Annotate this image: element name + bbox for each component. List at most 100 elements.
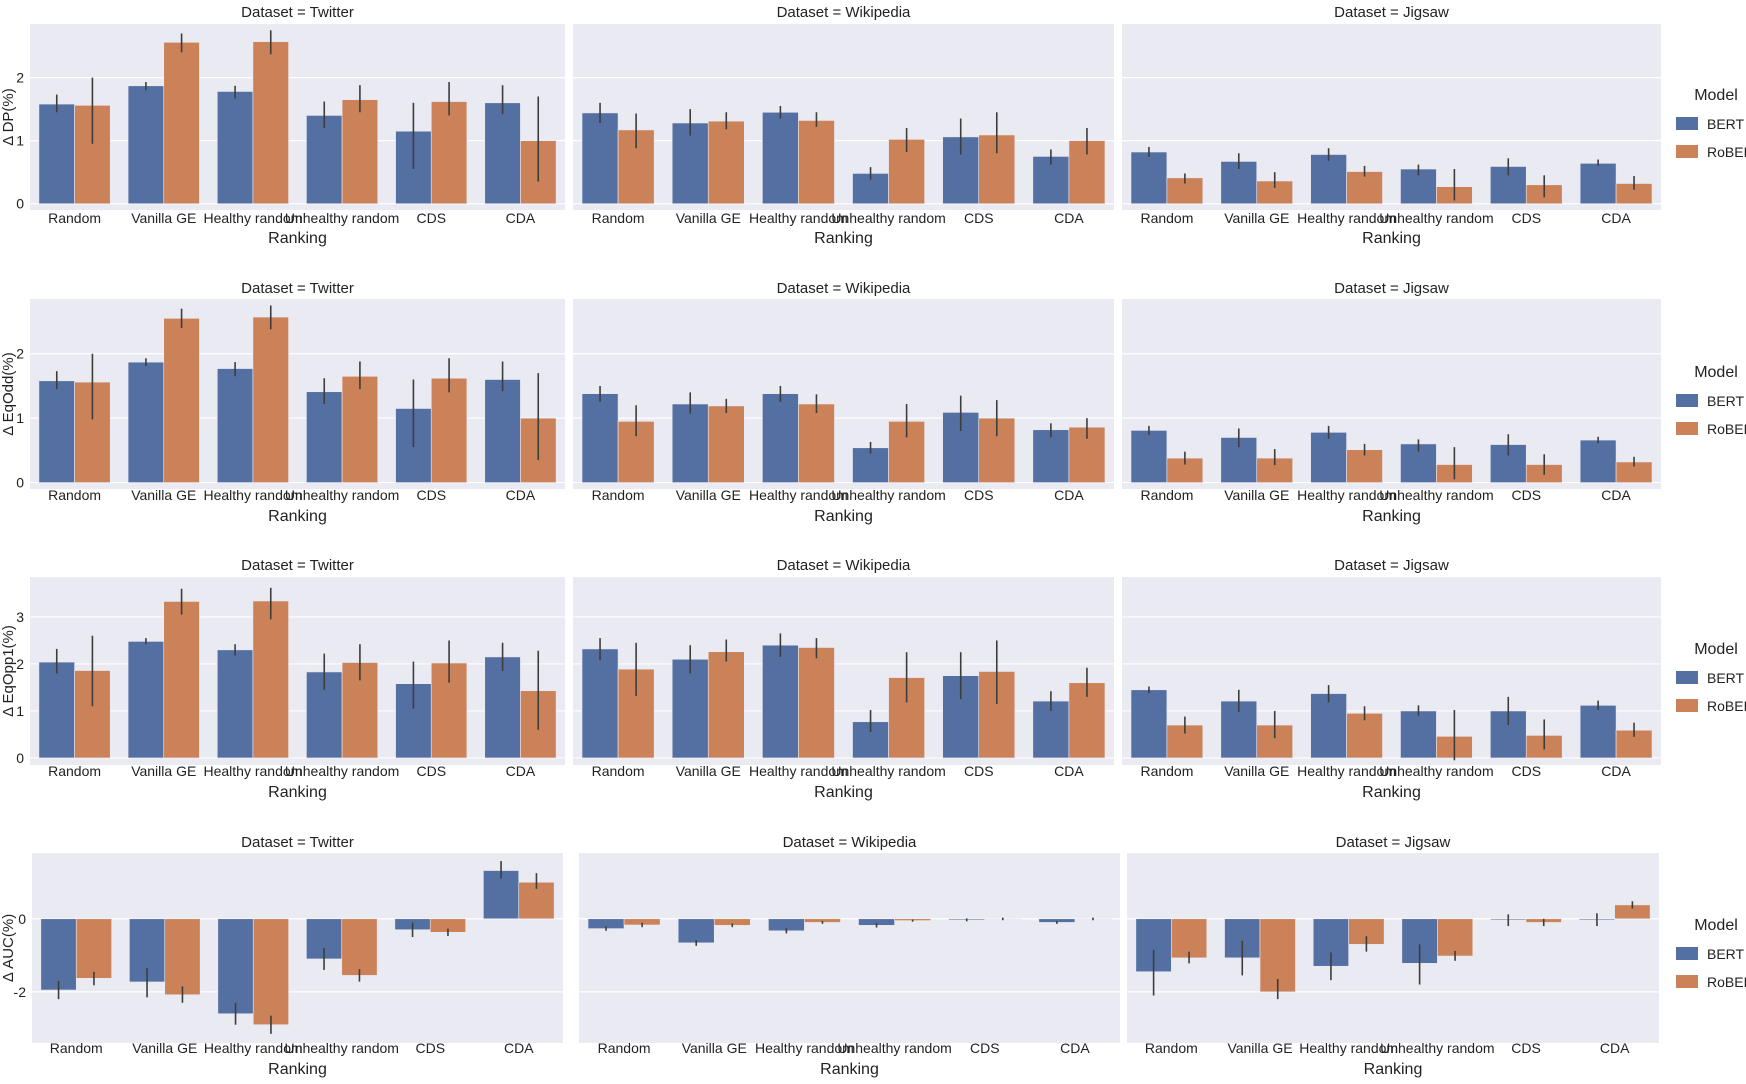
x-axis-label: Ranking <box>814 508 873 525</box>
facet-title: Dataset = Jigsaw <box>1334 4 1449 21</box>
x-axis-label: Ranking <box>268 230 327 247</box>
bar-jigsaw-unhealthy-random-roberta <box>1437 918 1474 957</box>
bar-jigsaw-random-roberta <box>1166 724 1204 759</box>
bar-wikipedia-healthy-random-bert <box>762 644 799 759</box>
bar-wikipedia-random-bert <box>581 393 619 483</box>
bar-jigsaw-cds-bert <box>1490 444 1527 483</box>
bar-twitter-unhealthy-random-bert <box>306 115 343 204</box>
x-axis-label: Ranking <box>268 508 327 525</box>
y-tick-label: 0 <box>16 750 24 766</box>
bar-wikipedia-vanilla-ge-roberta <box>707 120 745 204</box>
legend-title: Model <box>1694 641 1738 658</box>
x-tick-label: Unhealthy random <box>1379 487 1493 503</box>
x-tick-label: CDA <box>1601 763 1631 779</box>
bar-twitter-unhealthy-random-roberta <box>341 375 379 483</box>
x-tick-label: Unhealthy random <box>1380 1040 1494 1056</box>
x-axis-label: Ranking <box>1364 1061 1423 1078</box>
bar-wikipedia-vanilla-ge-bert <box>671 403 709 483</box>
bar-twitter-healthy-random-roberta <box>252 918 289 1026</box>
x-tick-label: Vanilla GE <box>1224 763 1289 779</box>
bar-jigsaw-cda-bert <box>1579 163 1617 204</box>
legend-swatch-bert <box>1676 394 1698 407</box>
y-tick-label: 1 <box>16 410 24 426</box>
bar-wikipedia-cda-bert <box>1032 429 1070 483</box>
panel-jigsaw-row-4 <box>1127 853 1659 1043</box>
y-tick-label: 2 <box>16 70 24 86</box>
bar-twitter-healthy-random-bert <box>216 368 254 483</box>
legend-label-roberta: RoBERTa <box>1707 144 1746 160</box>
facet-title: Dataset = Wikipedia <box>777 4 911 21</box>
bar-wikipedia-vanilla-ge-bert <box>671 658 709 759</box>
facet-title: Dataset = Twitter <box>241 280 354 297</box>
facet-title: Dataset = Wikipedia <box>777 557 911 574</box>
panel-twitter-row-3 <box>30 577 565 765</box>
x-tick-label: CDS <box>415 1040 445 1056</box>
x-tick-label: CDA <box>1054 210 1084 226</box>
bar-jigsaw-healthy-random-roberta <box>1346 712 1383 759</box>
panel-wikipedia-row-2 <box>573 299 1114 489</box>
x-tick-label: Vanilla GE <box>682 1040 747 1056</box>
x-tick-label: Healthy random <box>755 1040 854 1056</box>
bar-jigsaw-healthy-random-bert <box>1310 693 1347 759</box>
x-tick-label: Unhealthy random <box>285 210 399 226</box>
legend-label-bert: BERT <box>1707 670 1745 686</box>
bar-twitter-cda-bert <box>484 102 521 204</box>
x-tick-label: Healthy random <box>204 1040 303 1056</box>
x-tick-label: Vanilla GE <box>131 763 196 779</box>
x-tick-label: Healthy random <box>204 210 303 226</box>
panel-twitter-row-2 <box>30 299 565 489</box>
x-tick-label: Random <box>48 487 101 503</box>
legend-row-3: Model BERT RoBERTa <box>1676 641 1746 714</box>
x-tick-label: Random <box>592 210 645 226</box>
bar-wikipedia-vanilla-ge-roberta <box>707 405 745 483</box>
x-tick-label: Healthy random <box>1297 763 1396 779</box>
panel-background <box>579 853 1120 1043</box>
panel-twitter-row-1 <box>30 24 565 210</box>
panel-background <box>30 299 565 489</box>
x-tick-label: Vanilla GE <box>676 763 741 779</box>
facet-title: Dataset = Jigsaw <box>1336 834 1451 851</box>
bar-twitter-unhealthy-random-roberta <box>341 99 379 204</box>
facet-title: Dataset = Twitter <box>241 4 354 21</box>
bar-jigsaw-random-bert <box>1130 430 1168 483</box>
x-tick-label: Unhealthy random <box>285 763 399 779</box>
legend-label-roberta: RoBERTa <box>1707 421 1746 437</box>
x-axis-label: Ranking <box>1362 784 1421 801</box>
panel-wikipedia-row-4 <box>579 853 1120 1043</box>
y-axis-label: Δ AUC(%) <box>0 914 17 982</box>
y-tick-label: 1 <box>16 133 24 149</box>
x-tick-label: Healthy random <box>749 763 848 779</box>
bar-jigsaw-cda-bert <box>1579 705 1617 759</box>
panel-background <box>1122 24 1661 210</box>
x-tick-label: CDA <box>504 1040 534 1056</box>
bar-wikipedia-healthy-random-bert <box>762 393 799 483</box>
y-tick-label: 1 <box>16 703 24 719</box>
legend-swatch-roberta <box>1676 145 1698 158</box>
bar-wikipedia-healthy-random-roberta <box>798 647 835 759</box>
legend-label-roberta: RoBERTa <box>1707 698 1746 714</box>
bar-wikipedia-vanilla-ge-bert <box>671 122 709 204</box>
x-tick-label: CDS <box>1511 487 1541 503</box>
x-tick-label: Vanilla GE <box>676 487 741 503</box>
bar-twitter-vanilla-ge-bert <box>127 641 165 759</box>
legend-swatch-roberta <box>1676 975 1698 988</box>
bar-jigsaw-healthy-random-bert <box>1310 432 1347 483</box>
bar-twitter-cda-bert <box>484 379 521 483</box>
x-axis-label: Ranking <box>268 784 327 801</box>
x-tick-label: Random <box>1140 487 1193 503</box>
panel-jigsaw-row-1 <box>1122 24 1661 210</box>
x-tick-label: Random <box>592 763 645 779</box>
bar-jigsaw-unhealthy-random-bert <box>1400 710 1437 759</box>
bar-twitter-vanilla-ge-bert <box>127 85 165 204</box>
x-tick-label: CDS <box>416 487 446 503</box>
bar-jigsaw-random-bert <box>1130 689 1168 759</box>
y-tick-label: 2 <box>16 656 24 672</box>
bar-wikipedia-healthy-random-roberta <box>798 120 835 204</box>
y-axis-label: Δ EqOdd(%) <box>0 352 17 435</box>
bar-twitter-cds-roberta <box>430 377 468 483</box>
x-tick-label: CDS <box>416 210 446 226</box>
y-tick-label: 0 <box>16 475 24 491</box>
legend-title: Model <box>1694 917 1738 934</box>
x-tick-label: CDA <box>1060 1040 1090 1056</box>
x-tick-label: CDA <box>1601 487 1631 503</box>
